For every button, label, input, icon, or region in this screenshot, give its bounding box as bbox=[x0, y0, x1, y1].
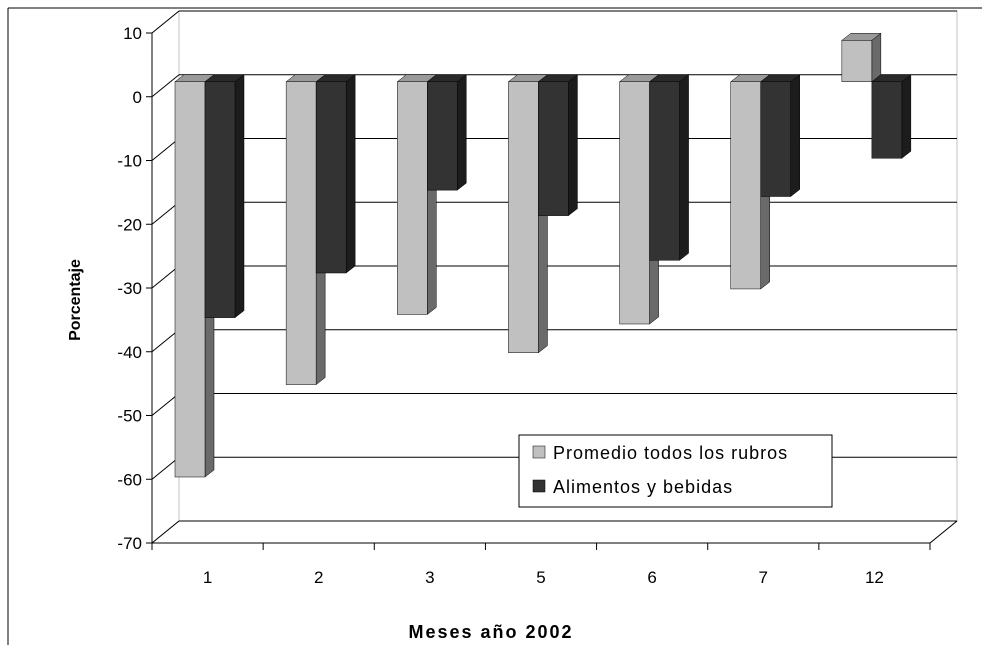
bar-1-7 bbox=[760, 81, 791, 197]
x-tick-label: 3 bbox=[425, 568, 434, 587]
bar-0-3 bbox=[397, 81, 428, 315]
legend-swatch-alimentos bbox=[532, 479, 546, 493]
gridline-side bbox=[151, 138, 180, 161]
x-tick-labels: 1 2 3 5 6 7 12 bbox=[203, 568, 884, 587]
y-tick-label: -30 bbox=[117, 279, 142, 298]
y-tick-label: -60 bbox=[117, 470, 142, 489]
bars bbox=[174, 32, 912, 478]
bar-side bbox=[457, 74, 467, 191]
bar-1-2 bbox=[315, 81, 347, 274]
gridline-side bbox=[151, 456, 180, 480]
y-tick-label: 10 bbox=[123, 24, 142, 43]
bar-side bbox=[234, 74, 245, 319]
bar-0-1 bbox=[174, 81, 206, 478]
bar-side bbox=[345, 74, 356, 274]
legend-label-promedio: Promedio todos los rubros bbox=[553, 443, 788, 463]
y-tick-label: -70 bbox=[117, 534, 142, 553]
gridline-side bbox=[151, 10, 180, 34]
gridline-side bbox=[151, 329, 180, 353]
gridline-side bbox=[151, 74, 180, 98]
bar-side bbox=[871, 32, 882, 83]
y-tick-label: -50 bbox=[117, 407, 142, 426]
legend: Promedio todos los rubros Alimentos y be… bbox=[518, 434, 833, 508]
axes bbox=[146, 32, 958, 550]
x-tick-label: 1 bbox=[203, 568, 212, 587]
bar-0-5 bbox=[508, 81, 539, 353]
bar-0-6 bbox=[619, 81, 650, 325]
legend-swatch-promedio bbox=[532, 445, 546, 459]
y-tick-label: -10 bbox=[117, 152, 142, 171]
gridline-side bbox=[151, 265, 180, 289]
bar-0-12 bbox=[841, 40, 873, 82]
bar-side bbox=[568, 74, 578, 217]
x-tick-label: 7 bbox=[759, 568, 768, 587]
bar-side bbox=[790, 74, 800, 198]
bar-0-7 bbox=[730, 81, 761, 290]
bar-1-1 bbox=[204, 81, 236, 318]
y-axis-title: Porcentaje bbox=[67, 259, 84, 341]
y-tick-label: -40 bbox=[117, 343, 142, 362]
bar-side bbox=[679, 74, 689, 261]
bar-0-2 bbox=[285, 81, 317, 385]
y-tick-label: -20 bbox=[117, 215, 142, 234]
bar-1-3 bbox=[427, 81, 458, 191]
legend-box bbox=[518, 434, 833, 508]
bar-1-6 bbox=[649, 81, 680, 261]
bar-1-5 bbox=[538, 81, 569, 216]
x-tick-label: 6 bbox=[647, 568, 656, 587]
gridline-side bbox=[151, 201, 180, 225]
floor bbox=[150, 520, 959, 544]
x-tick-label: 2 bbox=[314, 568, 323, 587]
y-tick-labels: 10 0 -10 -20 -30 -40 -50 -60 -70 bbox=[117, 24, 142, 553]
y-tick-label: 0 bbox=[133, 88, 142, 107]
x-tick-label: 5 bbox=[536, 568, 545, 587]
x-axis-depth-line bbox=[929, 520, 958, 544]
bar-1-12 bbox=[871, 81, 903, 159]
legend-label-alimentos: Alimentos y bebidas bbox=[553, 477, 733, 497]
gridline-side bbox=[151, 393, 180, 416]
gridline-side bbox=[151, 520, 180, 544]
x-tick-label: 12 bbox=[865, 568, 884, 587]
bar-side bbox=[901, 74, 912, 159]
x-axis-title: Meses año 2002 bbox=[408, 622, 573, 642]
